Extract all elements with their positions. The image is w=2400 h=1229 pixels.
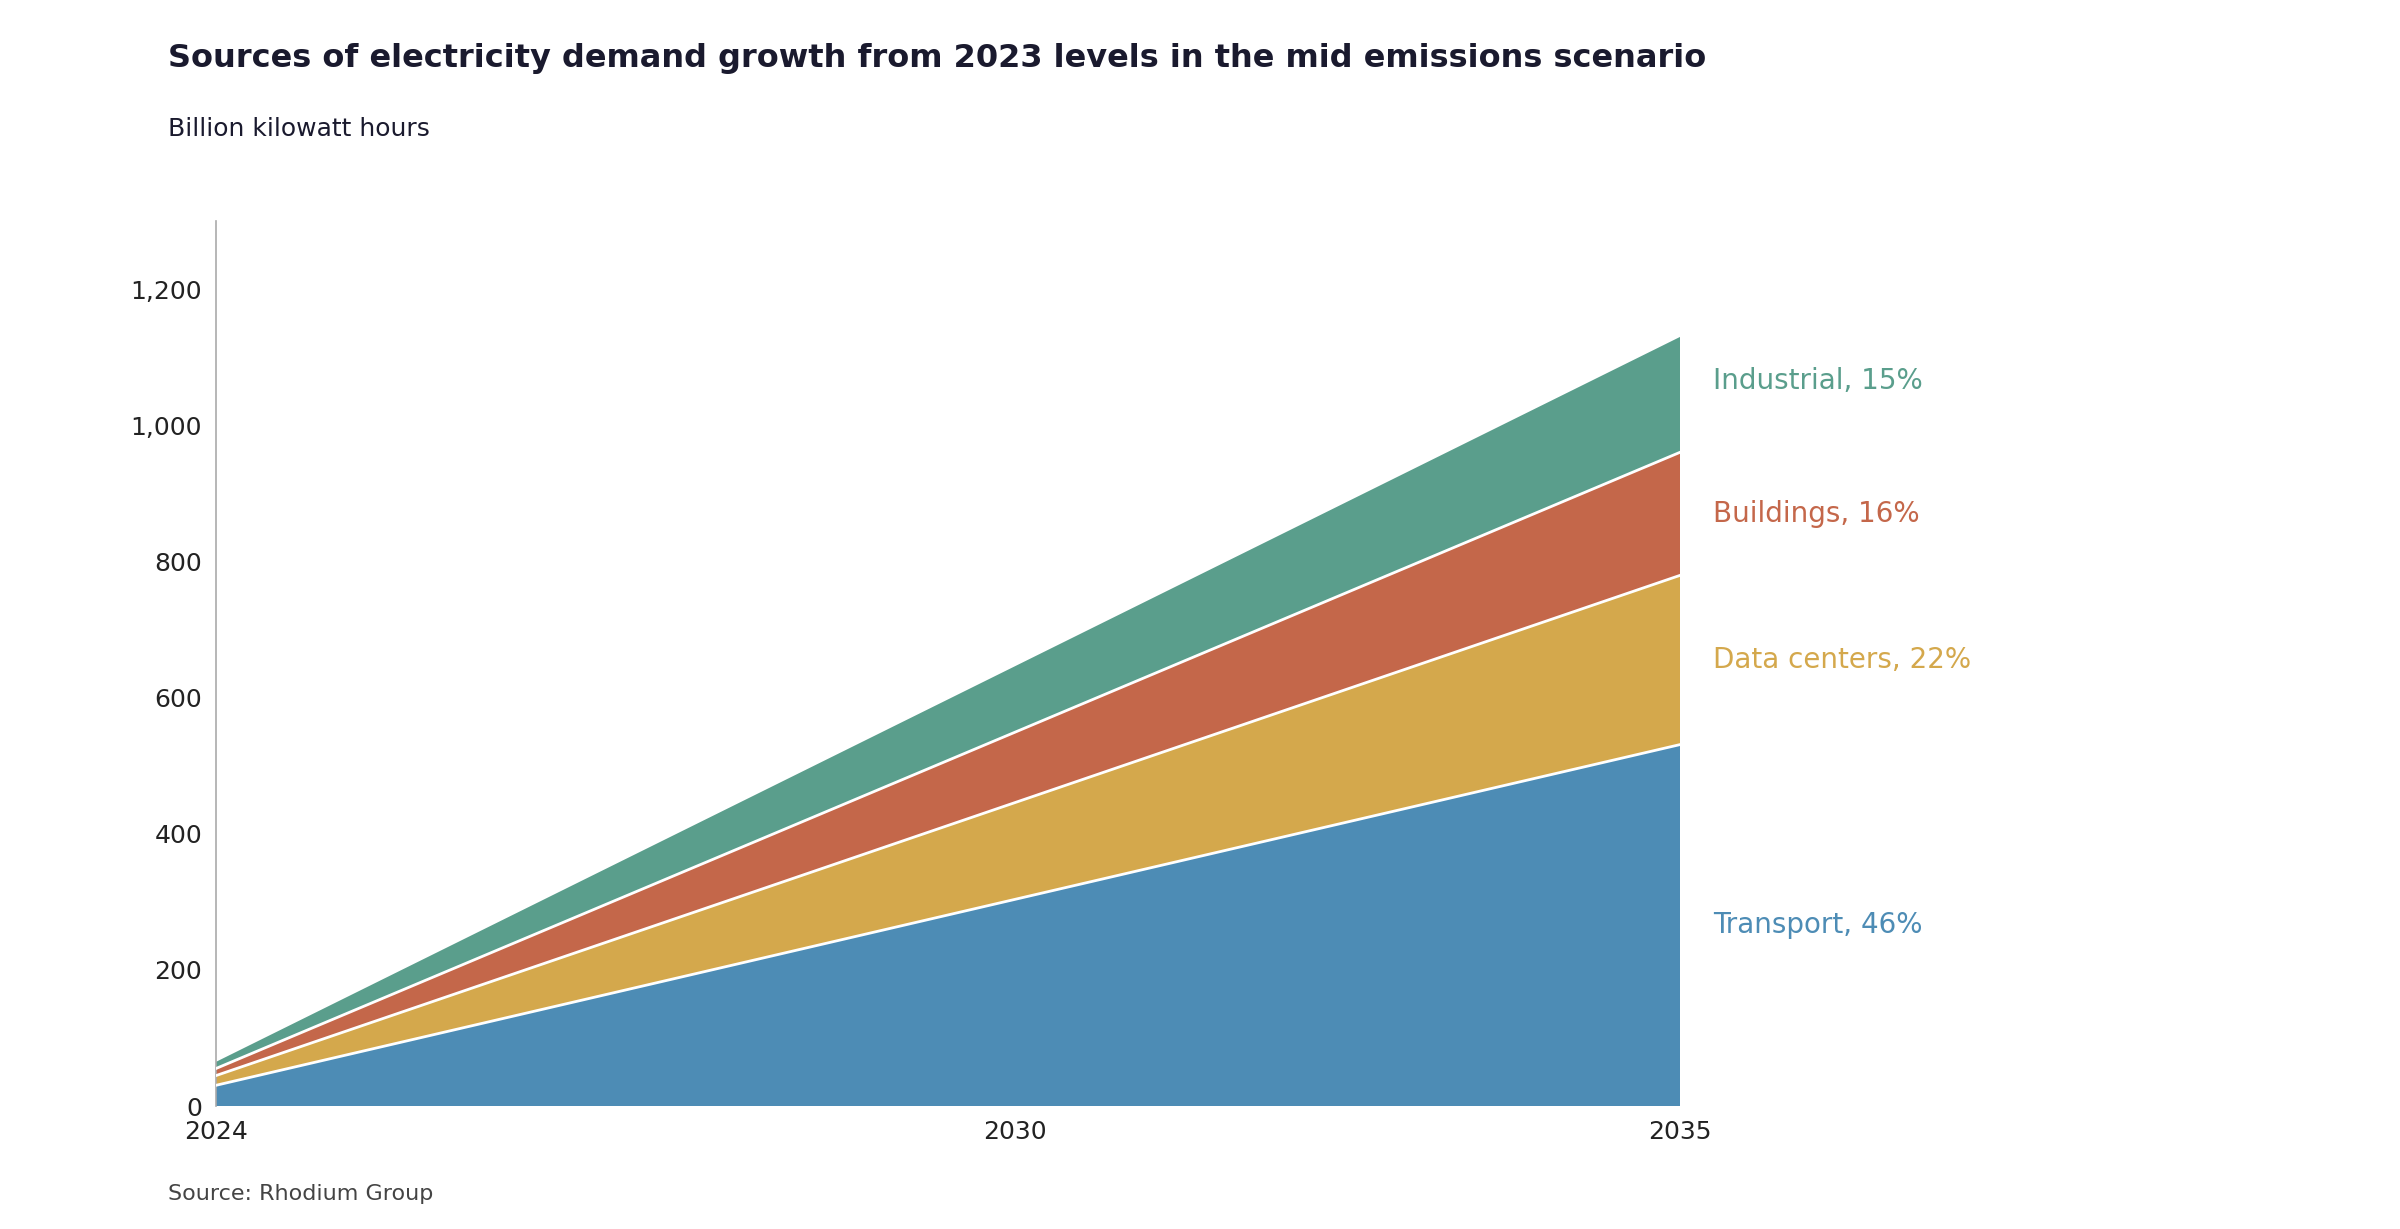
Text: Billion kilowatt hours: Billion kilowatt hours (168, 117, 430, 141)
Text: Industrial, 15%: Industrial, 15% (1714, 367, 1922, 395)
Text: Source: Rhodium Group: Source: Rhodium Group (168, 1185, 434, 1204)
Text: Sources of electricity demand growth from 2023 levels in the mid emissions scena: Sources of electricity demand growth fro… (168, 43, 1706, 74)
Text: Buildings, 16%: Buildings, 16% (1714, 500, 1920, 527)
Text: Data centers, 22%: Data centers, 22% (1714, 646, 1970, 673)
Text: Transport, 46%: Transport, 46% (1714, 912, 1922, 939)
